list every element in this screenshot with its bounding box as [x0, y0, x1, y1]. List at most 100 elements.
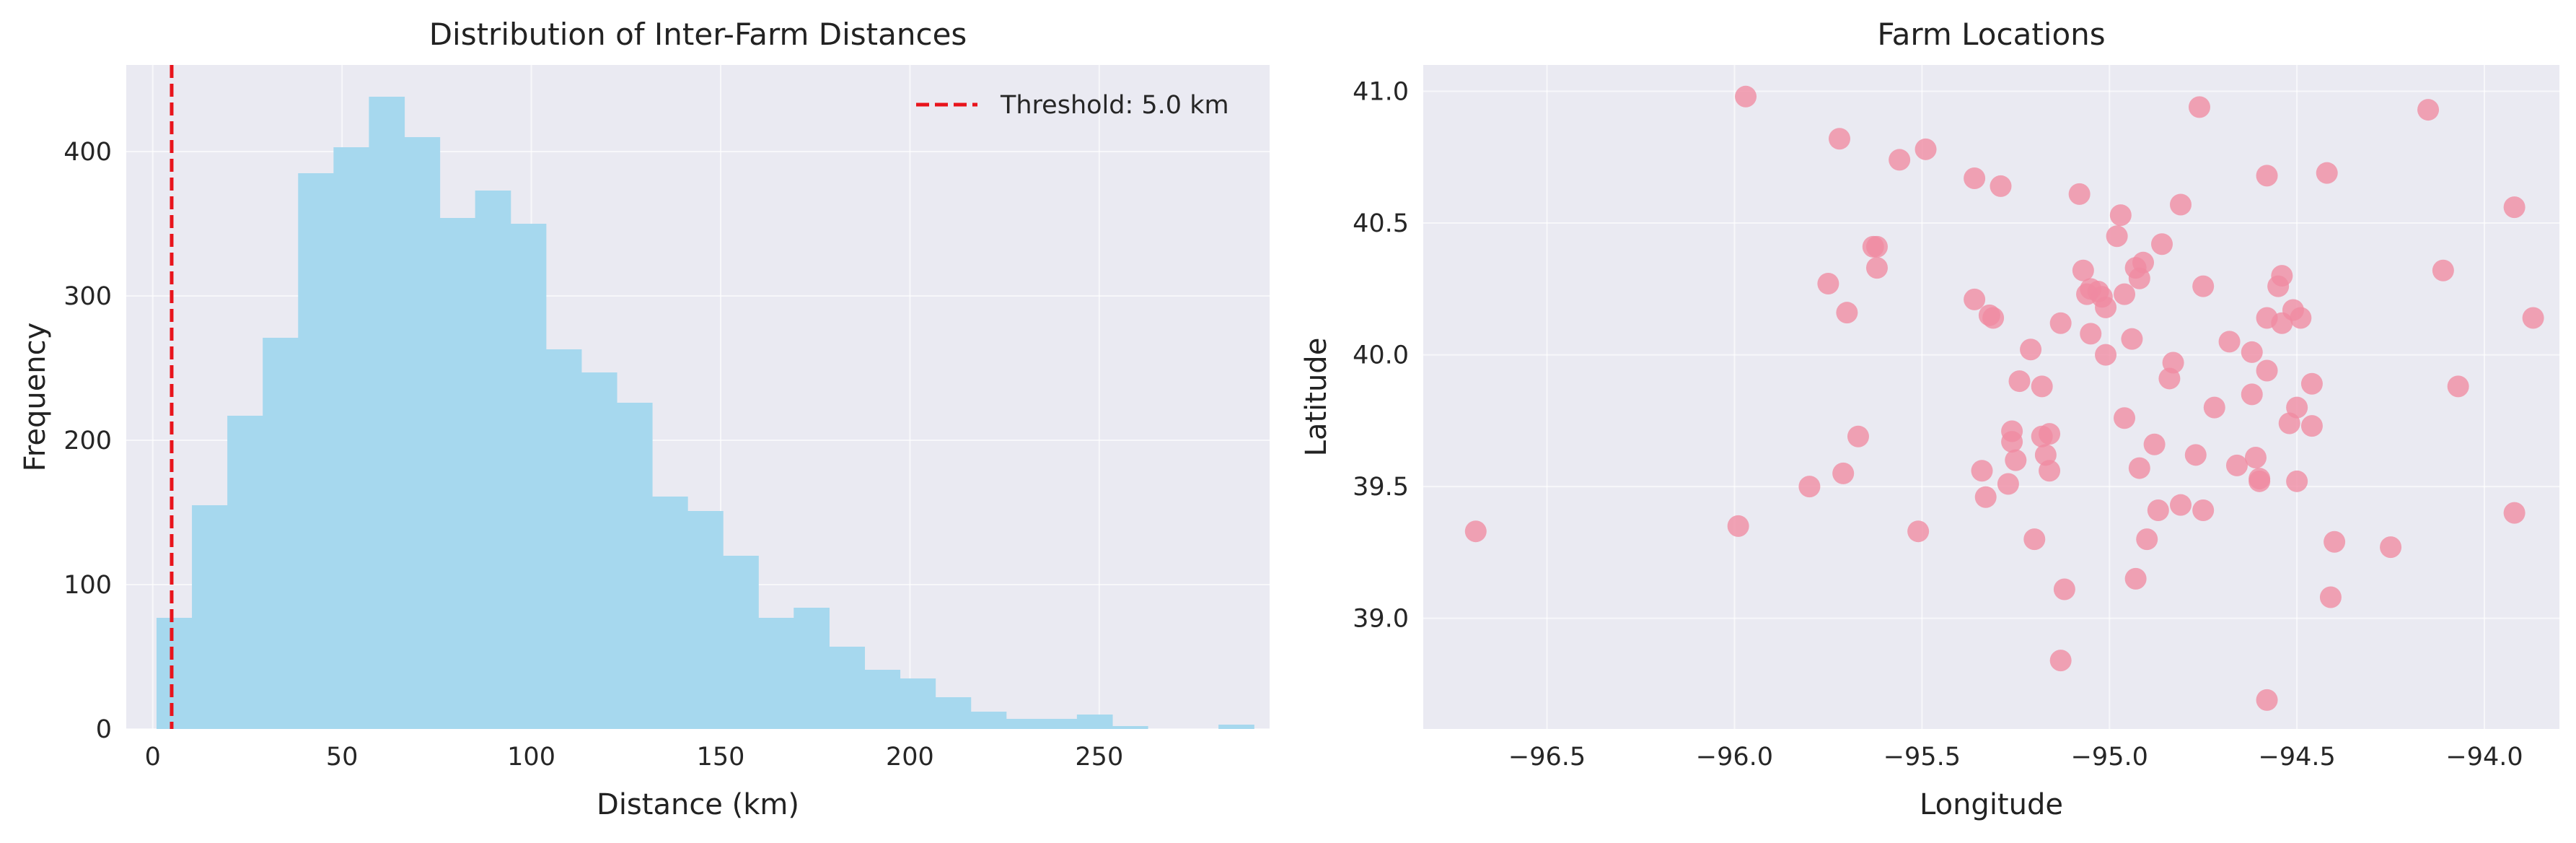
x-tick-label: −96.5: [1508, 743, 1586, 772]
x-tick-label: 50: [326, 743, 359, 772]
farm-point: [2121, 328, 2143, 350]
farm-point: [1832, 462, 1855, 484]
histogram-bar: [475, 191, 511, 729]
farm-point: [2267, 275, 2290, 297]
farm-point: [2380, 536, 2402, 559]
histogram-bar: [369, 97, 405, 729]
farm-point: [2184, 444, 2207, 466]
farm-point: [2522, 307, 2544, 329]
farm-point: [1727, 515, 1749, 537]
farm-point: [2170, 193, 2192, 216]
histogram-bar: [298, 173, 334, 729]
farm-point: [2095, 344, 2117, 366]
x-tick-label: 100: [507, 743, 555, 772]
histogram-bar: [1112, 726, 1148, 729]
farm-point: [2039, 460, 2061, 482]
x-tick-label: 150: [697, 743, 745, 772]
farm-point: [2324, 530, 2346, 553]
y-tick-label: 100: [63, 571, 112, 600]
scatter-x-axis-label: Longitude: [1920, 788, 2063, 821]
farm-point: [2271, 312, 2293, 334]
farm-point: [2170, 494, 2192, 516]
x-tick-label: 200: [886, 743, 934, 772]
farm-point: [1828, 128, 1850, 150]
farm-point: [1907, 520, 1930, 543]
histogram-bars: [156, 97, 1254, 729]
histogram-bar: [758, 618, 794, 729]
farm-point: [1865, 257, 1888, 279]
farm-point: [2068, 183, 2091, 205]
farm-point: [2095, 296, 2117, 318]
farm-point: [2143, 433, 2166, 455]
farm-point: [2020, 338, 2042, 361]
farm-point: [2114, 407, 2136, 429]
farm-point: [2005, 449, 2027, 471]
histogram-bar: [1006, 719, 1042, 729]
histogram-bar: [510, 224, 547, 729]
y-tick-label: 41.0: [1353, 78, 1409, 107]
farm-point: [1865, 235, 1888, 258]
y-tick-label: 39.0: [1353, 605, 1409, 634]
x-tick-label: −95.0: [2071, 743, 2148, 772]
histogram-panel: 0 50 100 150 200 250 0 100 200 300 400 Distributi…: [19, 17, 1270, 821]
farm-point: [1817, 273, 1839, 295]
histogram-bar: [864, 670, 901, 729]
farm-point: [2432, 259, 2454, 281]
farm-point: [1964, 288, 1986, 310]
farm-point: [2158, 367, 2181, 390]
farm-point: [2049, 312, 2072, 334]
farm-point: [1798, 476, 1821, 498]
farm-point: [2136, 528, 2158, 551]
farm-point: [2128, 457, 2150, 479]
farm-point: [2053, 578, 2075, 600]
histogram-bar: [1076, 715, 1113, 729]
histogram-bar: [829, 647, 866, 729]
histogram-bar: [156, 618, 193, 729]
farm-point: [2256, 359, 2278, 382]
histogram-bar: [935, 697, 972, 729]
farm-point: [2278, 412, 2300, 434]
histogram-bar: [651, 497, 688, 729]
farm-point: [2256, 165, 2278, 187]
farm-point: [2023, 528, 2046, 551]
histogram-bar: [900, 678, 936, 729]
farm-point: [2286, 470, 2308, 492]
farm-point: [2049, 650, 2072, 672]
farm-point: [2192, 499, 2215, 521]
farm-point: [1964, 167, 1986, 189]
x-tick-label: −94.5: [2259, 743, 2336, 772]
farm-point: [1915, 138, 1937, 160]
farm-point: [2248, 470, 2271, 492]
farm-point: [2080, 323, 2102, 345]
y-tick-label: 40.0: [1353, 341, 1409, 370]
x-tick-label: −95.5: [1883, 743, 1961, 772]
threshold-legend: Threshold: 5.0 km: [916, 91, 1229, 120]
scatter-y-ticks: 39.0 39.5 40.0 40.5 41.0: [1353, 78, 1409, 634]
farm-point: [1990, 175, 2012, 197]
farm-point: [2447, 375, 2469, 398]
histogram-y-axis-label: Frequency: [19, 323, 52, 472]
histogram-bar: [794, 608, 830, 729]
histogram-x-ticks: 0 50 100 150 200 250: [145, 743, 1124, 772]
farm-point: [1836, 302, 1858, 324]
farm-point: [2151, 233, 2173, 255]
y-tick-label: 40.5: [1353, 209, 1409, 238]
farm-point: [2109, 204, 2132, 227]
farm-point: [2503, 502, 2526, 524]
farm-point: [2072, 259, 2094, 281]
histogram-title: Distribution of Inter-Farm Distances: [429, 17, 967, 52]
farm-point: [1889, 149, 1911, 171]
farm-point: [2001, 431, 2023, 453]
y-tick-label: 300: [63, 282, 112, 311]
farm-point: [2503, 196, 2526, 219]
x-tick-label: −96.0: [1696, 743, 1773, 772]
histogram-bar: [439, 218, 476, 729]
histogram-x-axis-label: Distance (km): [597, 788, 799, 821]
histogram-bar: [687, 511, 724, 729]
histogram-bar: [263, 338, 299, 729]
farm-point: [2203, 396, 2225, 419]
scatter-points: [1464, 85, 2544, 711]
legend-label: Threshold: 5.0 km: [1000, 91, 1229, 120]
farm-point: [1735, 85, 1757, 108]
farm-point: [2244, 446, 2267, 468]
